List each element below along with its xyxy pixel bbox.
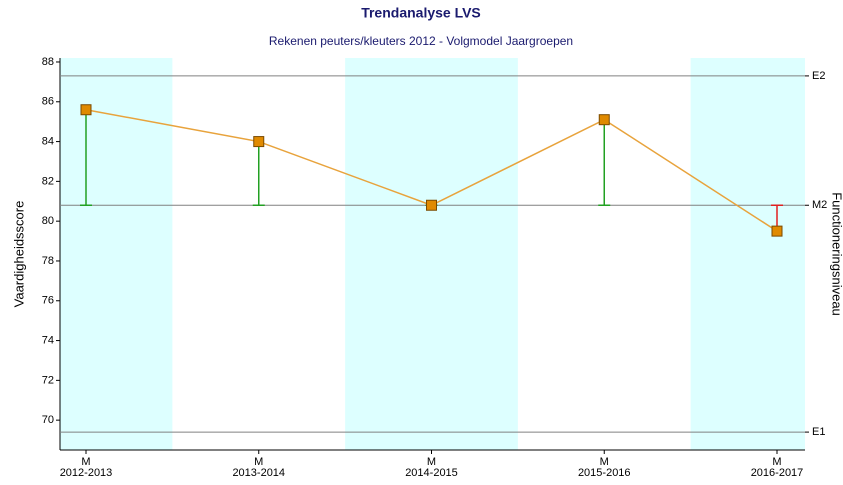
data-point xyxy=(253,136,265,148)
x-tick-label: 2012-2013 xyxy=(60,467,113,479)
category-band xyxy=(60,58,173,450)
y-tick-label: 80 xyxy=(42,215,54,227)
x-tick-label: 2013-2014 xyxy=(232,467,285,479)
reference-label: M2 xyxy=(812,199,827,211)
category-band xyxy=(690,58,805,450)
x-tick-label: M xyxy=(427,456,436,468)
y-tick-label: 76 xyxy=(42,295,54,307)
category-band xyxy=(345,58,518,450)
chart-subtitle: Rekenen peuters/kleuters 2012 - Volgmode… xyxy=(269,34,573,48)
data-point xyxy=(80,104,92,116)
chart-title: Trendanalyse LVS xyxy=(361,5,481,21)
x-tick-label: 2016-2017 xyxy=(751,467,804,479)
y-tick-label: 84 xyxy=(42,135,54,147)
y-tick-label: 86 xyxy=(42,96,54,108)
reference-label: E2 xyxy=(812,70,825,82)
x-tick-label: 2015-2016 xyxy=(578,467,631,479)
y-tick-label: 88 xyxy=(42,56,54,68)
y-tick-label: 74 xyxy=(42,334,54,346)
data-point xyxy=(771,225,783,237)
data-point xyxy=(426,199,437,211)
x-tick-label: M xyxy=(772,456,781,468)
y-tick-label: 78 xyxy=(42,255,54,267)
y2-axis-label: Functioneringsniveau xyxy=(830,192,843,316)
y-tick-label: 72 xyxy=(42,374,54,386)
x-tick-label: 2014-2015 xyxy=(405,467,458,479)
data-point xyxy=(598,114,610,126)
x-tick-label: M xyxy=(254,456,263,468)
y-tick-label: 70 xyxy=(42,414,54,426)
x-tick-label: M xyxy=(600,456,609,468)
y-tick-label: 82 xyxy=(42,175,54,187)
y-axis-label: Vaardigheidsscore xyxy=(11,201,26,308)
x-tick-label: M xyxy=(81,456,90,468)
reference-label: E1 xyxy=(812,426,825,438)
